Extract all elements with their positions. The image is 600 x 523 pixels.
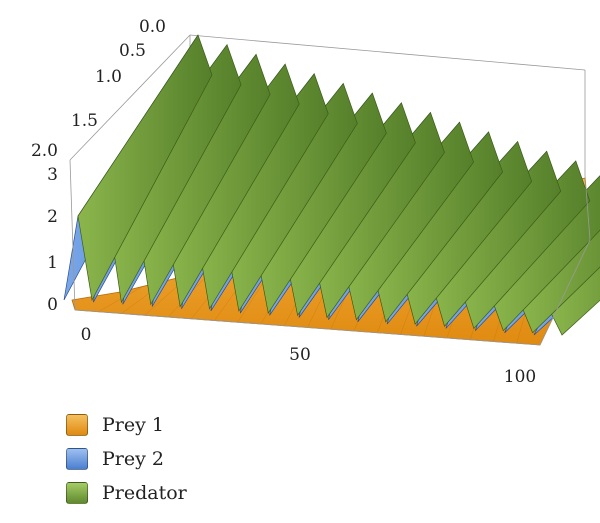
y-tick-label: 2.0 [31,141,58,161]
ridges [63,34,600,336]
z-axis-ticks: 0 1 2 3 [47,165,58,315]
x-tick-label: 50 [289,345,311,365]
box-edge [74,309,541,346]
surface-chart: 0.0 0.5 1.0 1.5 2.0 0 1 2 3 0 50 100 [31,17,600,387]
legend-swatch [66,482,88,504]
box-edge [69,159,76,311]
legend-swatch [66,414,88,436]
box-edge [584,174,591,241]
legend-label: Prey 2 [102,448,164,470]
legend-item-prey2: Prey 2 [66,442,366,476]
y-tick-label: 0.5 [119,41,146,61]
y-axis-ticks: 0.0 0.5 1.0 1.5 2.0 [31,17,166,161]
predator-ridge [77,34,213,302]
z-tick-label: 2 [47,207,58,227]
box-edge [539,239,591,346]
z-tick-label: 0 [47,295,58,315]
box-edge [189,34,586,71]
x-axis-ticks: 0 50 100 [81,325,537,387]
x-tick-label: 100 [504,367,536,387]
legend-label: Prey 1 [102,414,164,436]
y-tick-label: 1.5 [71,111,98,131]
legend-item-predator: Predator [66,476,366,510]
x-tick-label: 0 [81,325,92,345]
y-tick-label: 1.0 [95,67,122,87]
z-tick-label: 1 [47,253,58,273]
legend-label: Predator [102,482,187,504]
box-front [69,159,591,346]
legend-swatch [66,448,88,470]
legend: Prey 1 Prey 2 Predator [66,408,366,510]
y-tick-label: 0.0 [139,17,166,37]
box-edge [69,34,191,161]
z-tick-label: 3 [47,165,58,185]
legend-item-prey1: Prey 1 [66,408,366,442]
